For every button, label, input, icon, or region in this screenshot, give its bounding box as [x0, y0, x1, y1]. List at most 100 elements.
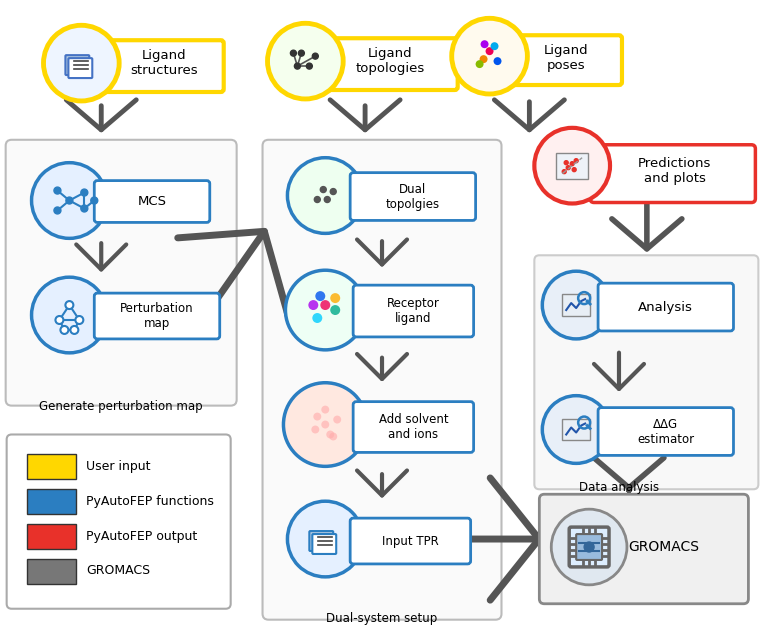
- Text: Ligand
structures: Ligand structures: [130, 49, 198, 77]
- Circle shape: [564, 161, 568, 165]
- Circle shape: [308, 300, 318, 310]
- Text: PyAutoFEP output: PyAutoFEP output: [87, 530, 198, 542]
- Circle shape: [572, 168, 576, 172]
- Circle shape: [313, 413, 322, 420]
- FancyBboxPatch shape: [353, 285, 474, 337]
- Circle shape: [562, 170, 566, 174]
- Circle shape: [288, 158, 363, 234]
- Bar: [562, 419, 590, 440]
- FancyBboxPatch shape: [350, 518, 471, 564]
- Circle shape: [285, 271, 365, 350]
- FancyBboxPatch shape: [590, 145, 755, 202]
- Circle shape: [570, 161, 574, 166]
- Text: Add solvent
and ions: Add solvent and ions: [379, 413, 448, 441]
- Circle shape: [329, 433, 337, 440]
- FancyBboxPatch shape: [534, 255, 758, 489]
- Circle shape: [54, 207, 61, 214]
- FancyBboxPatch shape: [312, 534, 336, 554]
- Circle shape: [306, 63, 312, 69]
- Circle shape: [543, 396, 610, 463]
- Circle shape: [322, 420, 329, 429]
- Circle shape: [479, 55, 488, 63]
- Bar: [26, 454, 77, 479]
- Circle shape: [315, 197, 320, 202]
- Circle shape: [326, 431, 334, 438]
- Text: ΔΔG
estimator: ΔΔG estimator: [637, 417, 694, 445]
- Bar: [26, 559, 77, 584]
- Text: PyAutoFEP functions: PyAutoFEP functions: [87, 494, 214, 508]
- Circle shape: [298, 50, 305, 56]
- FancyBboxPatch shape: [598, 408, 734, 456]
- Circle shape: [534, 128, 610, 204]
- Circle shape: [330, 293, 340, 303]
- Circle shape: [75, 316, 83, 324]
- Circle shape: [551, 509, 627, 585]
- Circle shape: [584, 542, 594, 552]
- Bar: [26, 489, 77, 514]
- Circle shape: [324, 197, 330, 202]
- Text: Receptor
ligand: Receptor ligand: [387, 297, 440, 325]
- FancyBboxPatch shape: [598, 283, 734, 331]
- Circle shape: [284, 383, 367, 466]
- Circle shape: [543, 271, 610, 339]
- Text: Ligand
poses: Ligand poses: [544, 44, 588, 72]
- Circle shape: [493, 57, 502, 65]
- Text: Analysis: Analysis: [638, 300, 693, 313]
- Text: Generate perturbation map: Generate perturbation map: [39, 400, 203, 413]
- Circle shape: [566, 166, 570, 170]
- FancyBboxPatch shape: [66, 55, 90, 75]
- Circle shape: [475, 60, 484, 68]
- Circle shape: [333, 415, 341, 424]
- Circle shape: [56, 316, 63, 324]
- Circle shape: [66, 197, 73, 204]
- Text: Predictions
and plots: Predictions and plots: [638, 157, 711, 184]
- FancyBboxPatch shape: [98, 40, 223, 92]
- Circle shape: [288, 501, 363, 577]
- FancyBboxPatch shape: [309, 531, 333, 551]
- Text: User input: User input: [87, 460, 151, 473]
- Circle shape: [81, 205, 88, 212]
- Circle shape: [322, 406, 329, 413]
- Text: Dual-system setup: Dual-system setup: [326, 612, 438, 625]
- Circle shape: [485, 47, 493, 55]
- FancyBboxPatch shape: [5, 140, 237, 406]
- FancyBboxPatch shape: [263, 140, 502, 619]
- Circle shape: [66, 301, 73, 309]
- Circle shape: [267, 24, 343, 99]
- Text: Ligand
topologies: Ligand topologies: [356, 47, 424, 75]
- Circle shape: [81, 189, 88, 196]
- Circle shape: [60, 326, 68, 334]
- FancyBboxPatch shape: [569, 527, 609, 567]
- Circle shape: [330, 305, 340, 315]
- Bar: [26, 524, 77, 549]
- FancyBboxPatch shape: [94, 293, 220, 339]
- Text: MCS: MCS: [138, 195, 166, 208]
- Text: Data analysis: Data analysis: [579, 481, 659, 494]
- Circle shape: [312, 53, 318, 59]
- FancyBboxPatch shape: [68, 58, 92, 78]
- Circle shape: [574, 159, 578, 163]
- FancyBboxPatch shape: [94, 181, 209, 223]
- FancyBboxPatch shape: [350, 173, 475, 221]
- Circle shape: [295, 63, 301, 69]
- Text: Perturbation
map: Perturbation map: [120, 302, 194, 330]
- Circle shape: [330, 189, 336, 195]
- FancyBboxPatch shape: [506, 35, 622, 85]
- FancyBboxPatch shape: [322, 38, 458, 90]
- Circle shape: [90, 197, 97, 204]
- Bar: [562, 294, 590, 316]
- Circle shape: [315, 291, 325, 301]
- Circle shape: [54, 187, 61, 194]
- FancyBboxPatch shape: [576, 534, 602, 560]
- Circle shape: [32, 163, 107, 239]
- Circle shape: [70, 326, 78, 334]
- Circle shape: [481, 40, 489, 48]
- FancyBboxPatch shape: [353, 402, 474, 452]
- Text: Input TPR: Input TPR: [382, 535, 439, 547]
- Text: GROMACS: GROMACS: [628, 540, 700, 554]
- Text: GROMACS: GROMACS: [87, 565, 151, 577]
- FancyBboxPatch shape: [7, 434, 230, 609]
- Circle shape: [451, 19, 527, 94]
- Circle shape: [312, 313, 322, 323]
- Circle shape: [491, 42, 499, 50]
